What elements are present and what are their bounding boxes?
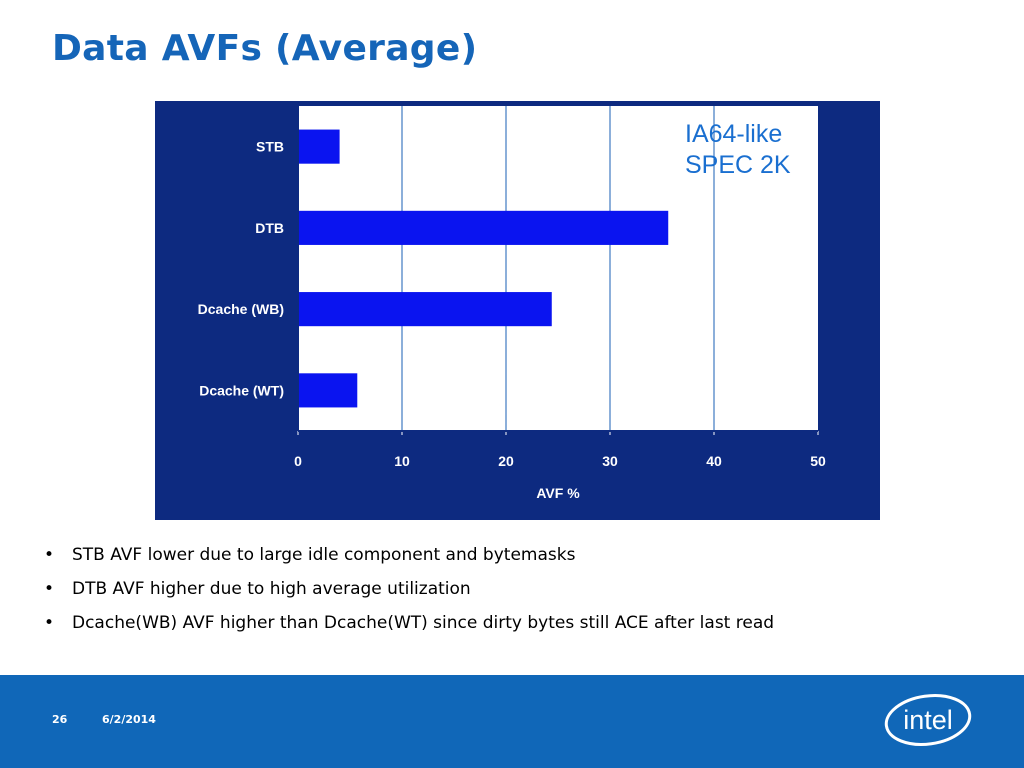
category-label: Dcache (WB): [198, 301, 284, 317]
bar-dcache-wb: [298, 292, 552, 327]
bullet-text: STB AVF lower due to large idle componen…: [72, 545, 576, 565]
chart-panel: STB DTB Dcache (WB) Dcache (WT) 0 10 20 30 40 50…: [155, 101, 880, 520]
category-label: DTB: [255, 220, 284, 236]
category-label: STB: [256, 139, 284, 155]
slide-title: Data AVFs (Average): [52, 28, 478, 69]
bullet-list: • STB AVF lower due to large idle compon…: [44, 543, 774, 645]
bullet-dot-icon: •: [44, 545, 55, 565]
bullet-dot-icon: •: [44, 579, 55, 599]
x-tick-labels: 0 10 20 30 40 50: [294, 453, 826, 469]
category-label: Dcache (WT): [199, 382, 284, 398]
x-axis-title: AVF %: [536, 485, 580, 501]
annotation-line-1: IA64-like: [685, 120, 783, 148]
bar-dcache-wt: [298, 373, 358, 408]
x-tick-label: 0: [294, 453, 302, 469]
x-tick-label: 50: [810, 453, 826, 469]
bullet-item: • Dcache(WB) AVF higher than Dcache(WT) …: [44, 611, 774, 645]
intel-logo-text: intel: [903, 705, 953, 735]
footer-bar: 26 6/2/2014 intel: [0, 675, 1024, 768]
bullet-text: Dcache(WB) AVF higher than Dcache(WT) si…: [72, 613, 775, 633]
footer-date: 6/2/2014: [102, 713, 156, 726]
bar-dtb: [298, 210, 669, 245]
intel-logo-icon: intel: [884, 694, 972, 746]
bar-stb: [298, 129, 340, 164]
category-labels: STB DTB Dcache (WB) Dcache (WT): [198, 139, 284, 399]
x-tick-label: 20: [498, 453, 514, 469]
gridlines: [297, 106, 819, 435]
annotation-line-2: SPEC 2K: [685, 151, 791, 179]
x-tick-label: 30: [602, 453, 618, 469]
page-number: 26: [52, 713, 68, 726]
x-tick-label: 10: [394, 453, 410, 469]
bullet-item: • DTB AVF higher due to high average uti…: [44, 577, 774, 611]
bars: [298, 129, 669, 408]
chart-annotation: IA64-like SPEC 2K: [685, 119, 845, 181]
avf-bar-chart: STB DTB Dcache (WB) Dcache (WT) 0 10 20 30 40 50…: [198, 106, 826, 501]
plot-area: [298, 106, 818, 431]
bullet-dot-icon: •: [44, 613, 55, 633]
x-tick-label: 40: [706, 453, 722, 469]
bullet-item: • STB AVF lower due to large idle compon…: [44, 543, 774, 577]
bullet-text: DTB AVF higher due to high average utili…: [72, 579, 471, 599]
